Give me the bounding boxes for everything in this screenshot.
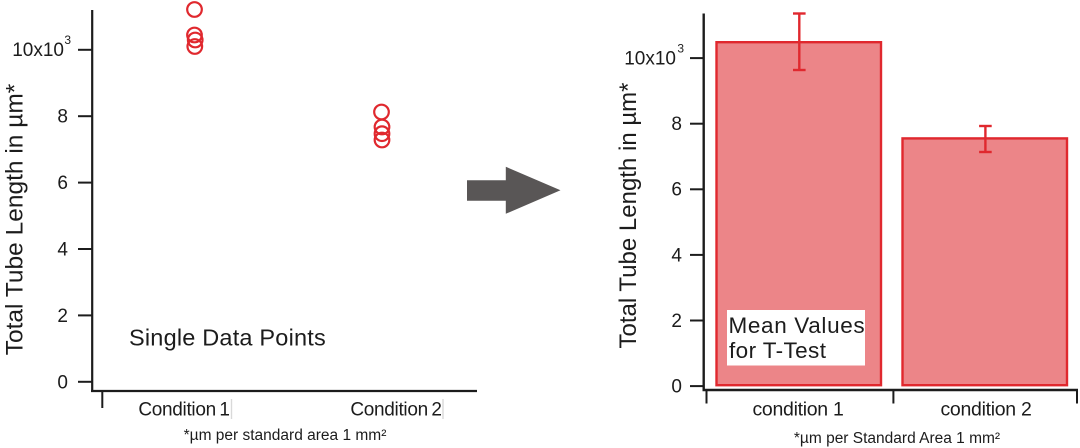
- svg-text:8: 8: [671, 114, 682, 135]
- svg-text:*µm per Standard Area 1 mm²: *µm per Standard Area 1 mm²: [794, 430, 1000, 447]
- svg-text:Total Tube Length in µm*: Total Tube Length in µm*: [2, 83, 29, 355]
- svg-text:for T-Test: for T-Test: [729, 338, 827, 363]
- svg-text:10x10: 10x10: [624, 49, 676, 70]
- svg-text:4: 4: [57, 240, 68, 261]
- svg-text:2: 2: [671, 311, 682, 332]
- svg-text:4: 4: [671, 246, 682, 267]
- svg-text:Mean Values: Mean Values: [729, 313, 866, 338]
- svg-text:*µm per standard area 1 mm²: *µm per standard area 1 mm²: [184, 427, 387, 444]
- svg-text:3: 3: [677, 42, 684, 56]
- svg-text:2: 2: [57, 306, 68, 327]
- svg-text:0: 0: [671, 377, 682, 398]
- svg-text:Total Tube Length in µm*: Total Tube Length in µm*: [615, 83, 642, 349]
- svg-text:10x10: 10x10: [12, 40, 64, 61]
- svg-text:8: 8: [57, 107, 68, 128]
- svg-text:condition 2: condition 2: [940, 399, 1031, 421]
- svg-text:Condition 1: Condition 1: [138, 400, 229, 421]
- svg-text:6: 6: [671, 180, 682, 201]
- svg-text:Single Data Points: Single Data Points: [129, 325, 326, 351]
- svg-text:3: 3: [64, 33, 71, 47]
- svg-text:condition 1: condition 1: [752, 399, 843, 421]
- svg-text:6: 6: [57, 173, 68, 194]
- svg-text:Condition 2: Condition 2: [350, 400, 441, 421]
- svg-text:0: 0: [57, 373, 68, 394]
